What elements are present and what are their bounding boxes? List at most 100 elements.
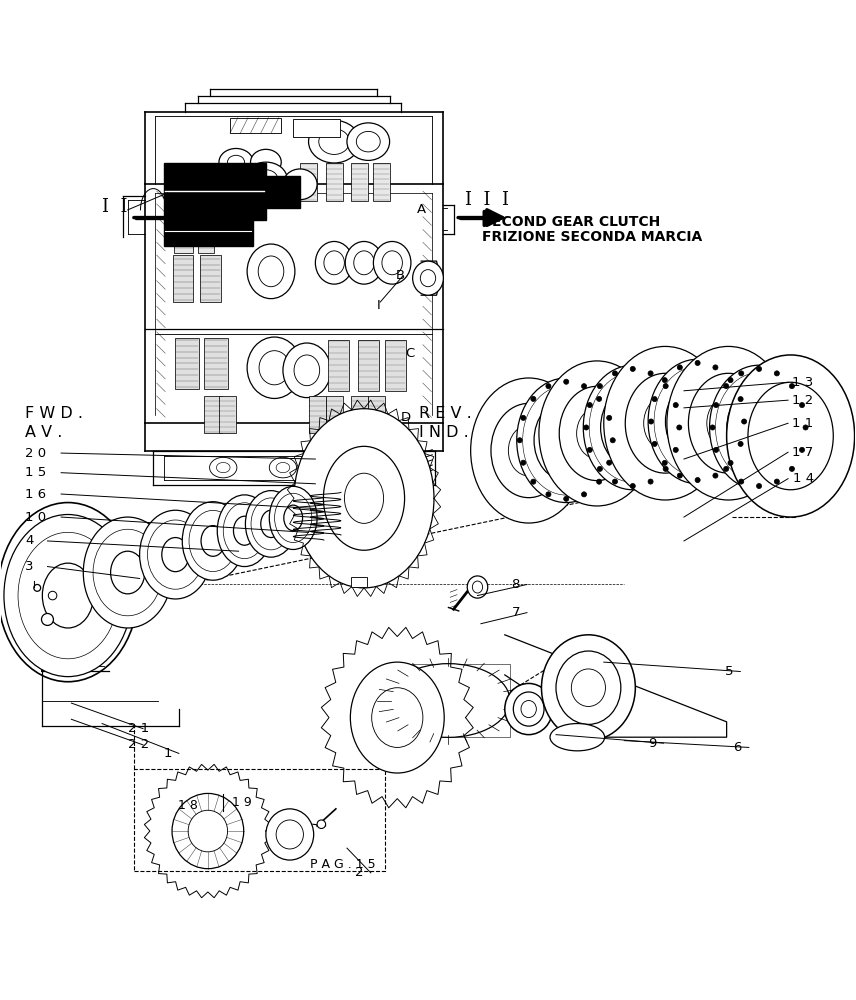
Ellipse shape bbox=[665, 381, 730, 462]
Bar bbox=[351, 163, 368, 201]
Circle shape bbox=[652, 441, 657, 446]
Ellipse shape bbox=[315, 241, 353, 284]
Text: A: A bbox=[417, 203, 426, 216]
Circle shape bbox=[587, 403, 592, 408]
Bar bbox=[294, 119, 340, 137]
Ellipse shape bbox=[373, 241, 411, 284]
Circle shape bbox=[695, 360, 700, 366]
Ellipse shape bbox=[93, 529, 163, 616]
Ellipse shape bbox=[413, 261, 443, 295]
Circle shape bbox=[597, 384, 603, 389]
Ellipse shape bbox=[247, 244, 295, 299]
Ellipse shape bbox=[217, 462, 230, 473]
Circle shape bbox=[673, 403, 678, 408]
Ellipse shape bbox=[583, 365, 682, 490]
Text: 2: 2 bbox=[355, 866, 364, 879]
Circle shape bbox=[663, 460, 668, 465]
Circle shape bbox=[775, 371, 780, 376]
Ellipse shape bbox=[521, 701, 537, 718]
Circle shape bbox=[695, 477, 700, 483]
Ellipse shape bbox=[283, 343, 330, 398]
Ellipse shape bbox=[347, 123, 389, 160]
Circle shape bbox=[612, 479, 617, 484]
Circle shape bbox=[757, 483, 762, 489]
Ellipse shape bbox=[254, 170, 278, 189]
Ellipse shape bbox=[354, 251, 374, 275]
Ellipse shape bbox=[276, 820, 303, 849]
Circle shape bbox=[723, 466, 728, 471]
Bar bbox=[385, 340, 406, 391]
Circle shape bbox=[584, 425, 589, 430]
Circle shape bbox=[597, 396, 602, 401]
Circle shape bbox=[317, 820, 325, 828]
Bar bbox=[325, 163, 342, 201]
Circle shape bbox=[630, 366, 635, 371]
Ellipse shape bbox=[324, 251, 344, 275]
Ellipse shape bbox=[189, 510, 237, 572]
Bar bbox=[174, 218, 193, 253]
Ellipse shape bbox=[270, 457, 296, 478]
Text: 1: 1 bbox=[163, 747, 172, 760]
Ellipse shape bbox=[471, 378, 586, 523]
Text: 1 4: 1 4 bbox=[793, 472, 814, 485]
Circle shape bbox=[789, 384, 794, 389]
Ellipse shape bbox=[727, 355, 854, 517]
Ellipse shape bbox=[270, 486, 317, 549]
Circle shape bbox=[520, 460, 526, 465]
Text: 1 5: 1 5 bbox=[26, 466, 46, 479]
Text: SECOND GEAR CLUTCH: SECOND GEAR CLUTCH bbox=[482, 215, 660, 229]
Circle shape bbox=[520, 415, 526, 420]
Ellipse shape bbox=[473, 581, 483, 593]
Bar bbox=[328, 340, 348, 391]
Circle shape bbox=[612, 371, 617, 376]
Circle shape bbox=[713, 365, 718, 370]
Circle shape bbox=[648, 371, 653, 376]
Ellipse shape bbox=[350, 662, 444, 773]
Ellipse shape bbox=[4, 515, 132, 677]
Ellipse shape bbox=[467, 576, 488, 598]
Text: C: C bbox=[405, 347, 414, 360]
Ellipse shape bbox=[228, 155, 245, 169]
Ellipse shape bbox=[707, 396, 750, 450]
Ellipse shape bbox=[603, 346, 727, 500]
Ellipse shape bbox=[294, 409, 434, 588]
Circle shape bbox=[714, 447, 719, 452]
Ellipse shape bbox=[559, 386, 634, 481]
Circle shape bbox=[531, 479, 536, 484]
Bar bbox=[205, 396, 222, 433]
Bar bbox=[325, 396, 342, 433]
Ellipse shape bbox=[318, 129, 349, 154]
Bar bbox=[351, 396, 368, 433]
Circle shape bbox=[649, 419, 654, 424]
Ellipse shape bbox=[19, 529, 117, 655]
Text: D: D bbox=[401, 411, 411, 424]
Bar bbox=[199, 166, 214, 206]
Ellipse shape bbox=[508, 425, 549, 476]
Ellipse shape bbox=[172, 793, 244, 869]
Ellipse shape bbox=[688, 373, 769, 473]
Circle shape bbox=[48, 591, 56, 600]
Text: P A G . 1 5: P A G . 1 5 bbox=[310, 858, 376, 871]
Circle shape bbox=[757, 366, 762, 371]
Text: F W D .: F W D . bbox=[26, 406, 83, 421]
Circle shape bbox=[673, 447, 678, 452]
Circle shape bbox=[738, 441, 743, 446]
Circle shape bbox=[587, 447, 592, 452]
Polygon shape bbox=[163, 163, 300, 220]
Bar bbox=[199, 218, 214, 253]
Bar bbox=[351, 577, 366, 587]
Ellipse shape bbox=[329, 457, 356, 478]
Ellipse shape bbox=[748, 382, 833, 490]
Ellipse shape bbox=[534, 400, 598, 481]
Ellipse shape bbox=[681, 400, 715, 443]
Bar bbox=[368, 396, 385, 433]
Text: I: I bbox=[377, 299, 381, 312]
Ellipse shape bbox=[308, 120, 360, 163]
Text: 1 2: 1 2 bbox=[793, 394, 814, 407]
Text: R E V .: R E V . bbox=[419, 406, 473, 421]
Ellipse shape bbox=[571, 669, 605, 706]
Text: 2 2: 2 2 bbox=[128, 738, 149, 751]
Ellipse shape bbox=[420, 270, 436, 287]
Bar bbox=[300, 163, 317, 201]
Bar bbox=[230, 118, 282, 133]
